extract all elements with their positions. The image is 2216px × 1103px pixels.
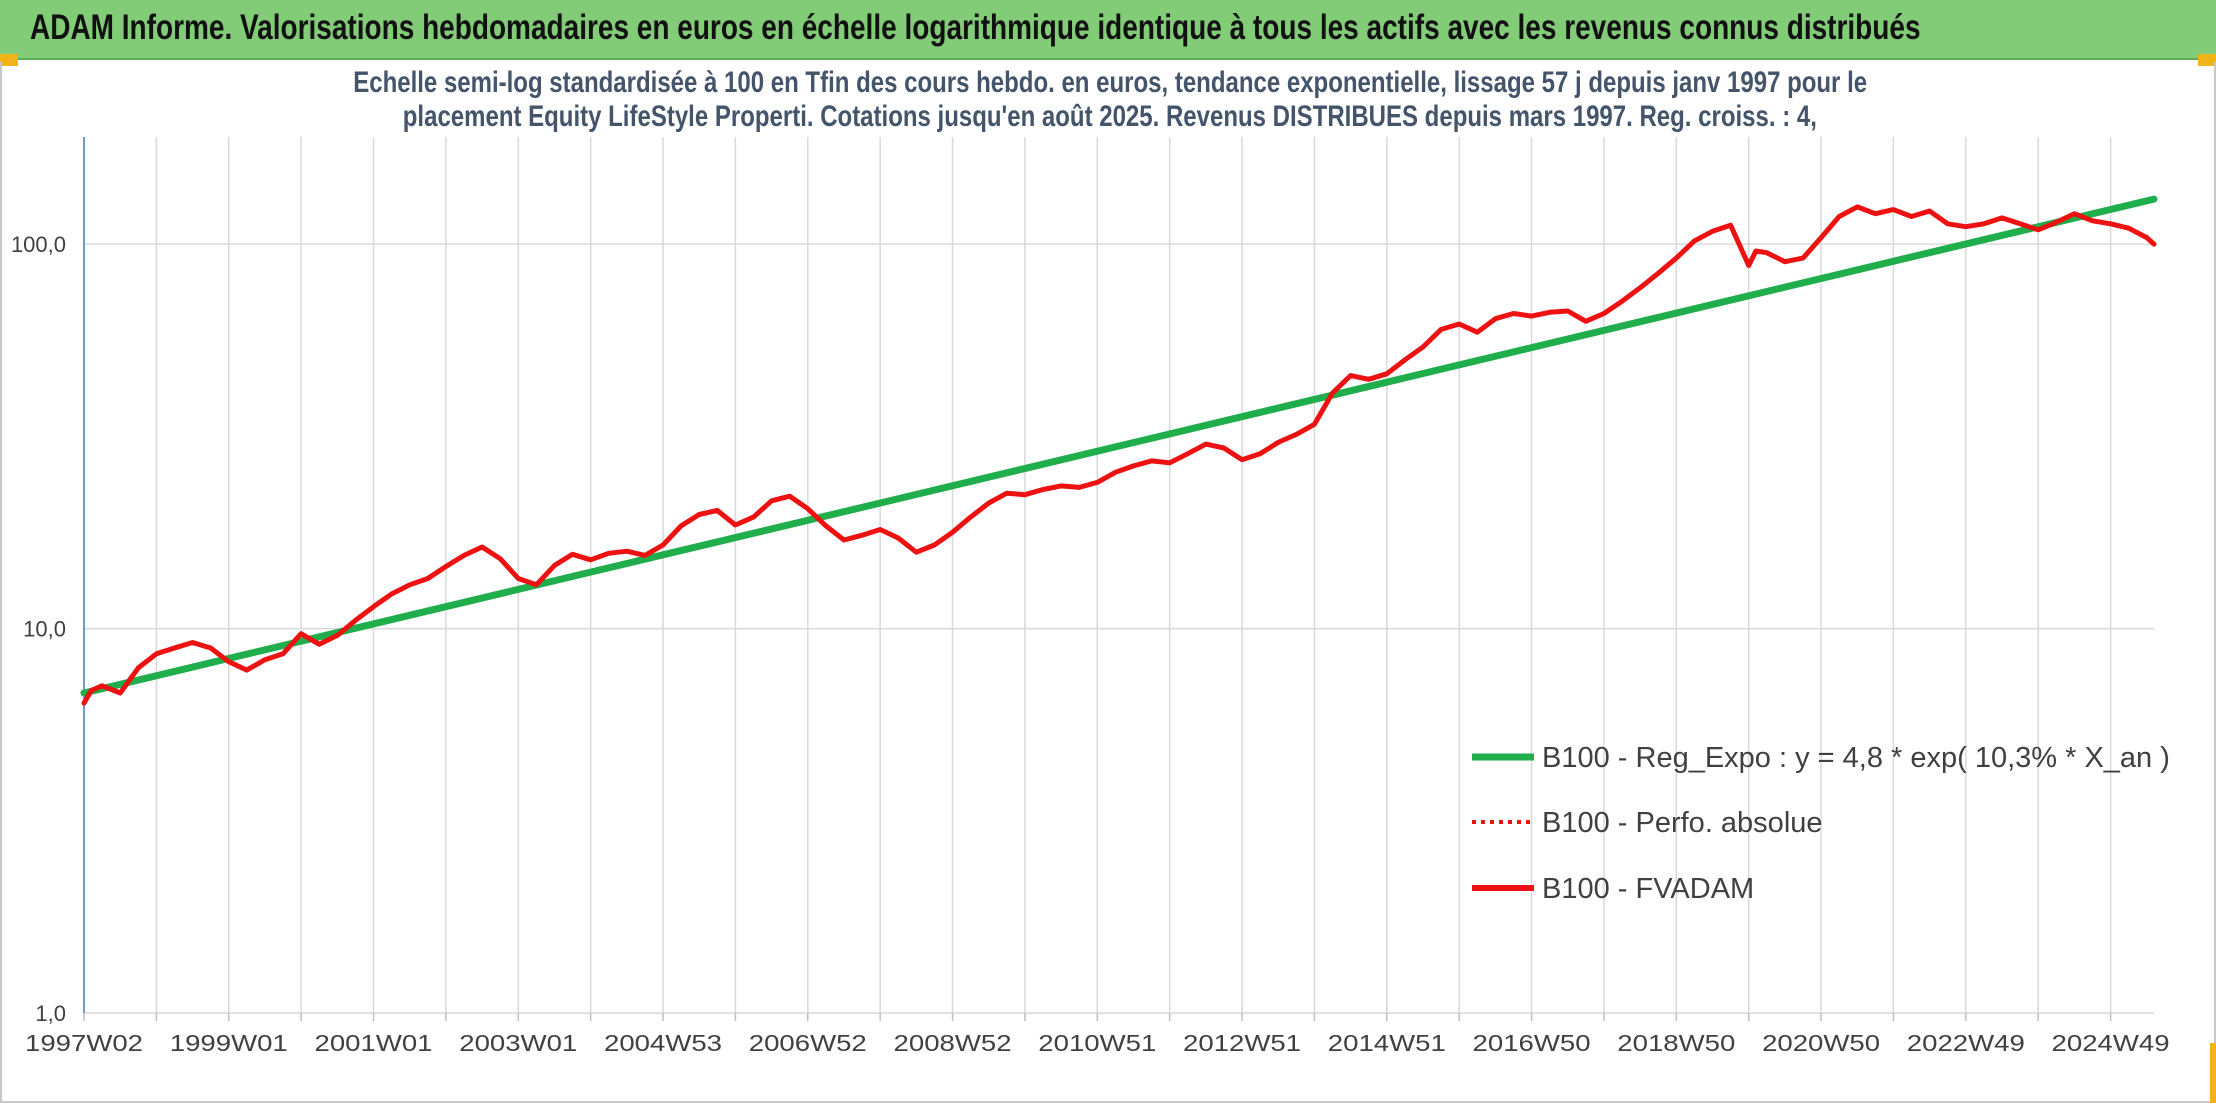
report-title: ADAM Informe. Valorisations hebdomadaire… [30,8,1921,47]
x-tick-label: 2008W52 [894,1030,1012,1056]
x-tick-label: 2024W49 [2052,1030,2170,1056]
corner-marker-bottom-right [2210,1043,2216,1103]
x-tick-label: 2003W01 [459,1030,577,1056]
legend-label-1: B100 - Perfo. absolue [1542,807,1823,839]
x-tick-label: 1997W02 [25,1030,143,1056]
x-tick-label: 2010W51 [1038,1030,1156,1056]
series-line-2 [81,204,2157,706]
x-tick-label: 2001W01 [315,1030,433,1056]
x-tick-label: 2004W53 [604,1030,722,1056]
report-banner: ADAM Informe. Valorisations hebdomadaire… [0,0,2216,60]
x-tick-label: 2012W51 [1183,1030,1301,1056]
series-line-0 [80,195,2158,697]
y-tick-label: 10,0 [23,617,66,642]
corner-marker-right [2198,54,2216,66]
legend-label-2: B100 - FVADAM [1542,873,1754,905]
x-tick-label: 1999W01 [170,1030,288,1056]
chart-subtitle-text-2: placement Equity LifeStyle Properti. Cot… [402,100,1818,133]
chart-plot: 1,0 10,0 100,0 1997W02 1999W01 2001W01 2003W01… [11,137,2170,1056]
x-tick-label: 2006W52 [749,1030,867,1056]
x-tick-label: 2014W51 [1328,1030,1446,1056]
x-tick-label: 2022W49 [1907,1030,2025,1056]
y-tick-label: 100,0 [11,232,66,257]
chart-subtitle-line-2: placement Equity LifeStyle Properti. Cot… [2,100,2216,134]
x-tick-label: 2016W50 [1473,1030,1591,1056]
y-tick-label: 1,0 [35,1001,66,1026]
chart-subtitle-line-1: Echelle semi-log standardisée à 100 en T… [2,66,2216,100]
chart-area: Echelle semi-log standardisée à 100 en T… [0,62,2216,1103]
chart-subtitle-text-1: Echelle semi-log standardisée à 100 en T… [353,66,1867,99]
x-tick-label: 2018W50 [1617,1030,1735,1056]
legend-label-0: B100 - Reg_Expo : y = 4,8 * exp( 10,3% *… [1542,742,2170,774]
corner-marker-left [0,54,18,66]
x-tick-label: 2020W50 [1762,1030,1880,1056]
